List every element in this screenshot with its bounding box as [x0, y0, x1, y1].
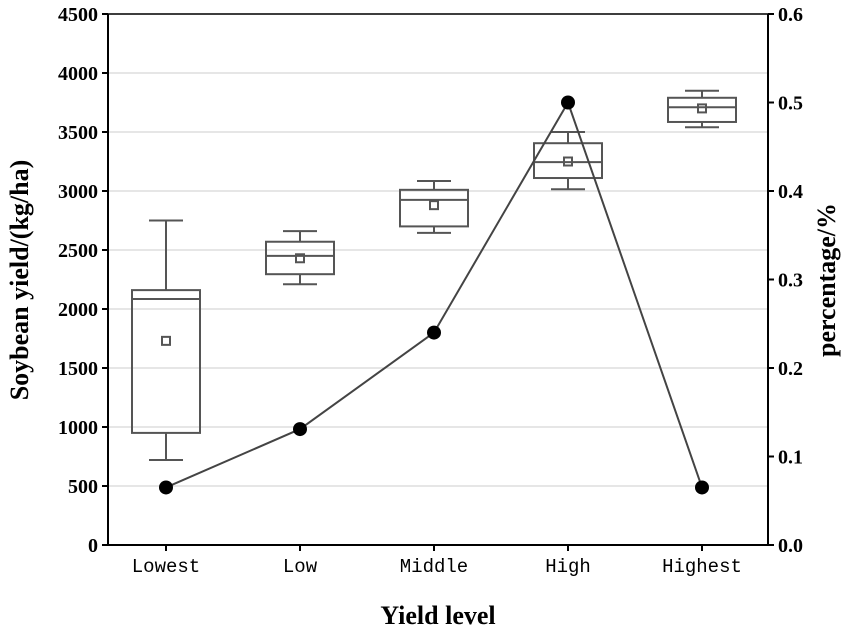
box-iqr: [265, 240, 335, 276]
x-tick-label: Highest: [662, 556, 742, 578]
y2-tick-label: 0.4: [778, 181, 803, 203]
mean-marker: [161, 335, 171, 346]
x-tick-label: Low: [283, 556, 318, 578]
gridlines: [108, 13, 768, 487]
box-plot-high: [533, 131, 603, 191]
y2-tick-label: 0.5: [778, 93, 803, 115]
mean-marker: [697, 103, 707, 114]
mean-marker: [429, 200, 439, 211]
percentage-point: [561, 95, 575, 110]
y2-tick-label: 0.3: [778, 270, 803, 292]
y-tick-label: 1000: [58, 417, 98, 439]
box-plot-lowest: [131, 219, 201, 462]
y-tick-label: 500: [68, 476, 98, 498]
y-tick-label: 0: [88, 535, 98, 557]
y-tick-label: 4000: [58, 63, 98, 85]
y2-axis-title: percentage/%: [812, 203, 841, 357]
y2-tick-label: 0.1: [778, 447, 803, 469]
y-tick-label: 3500: [58, 122, 98, 144]
percentage-line: [165, 100, 703, 489]
mean-marker: [563, 156, 573, 167]
y-tick-label: 4500: [58, 4, 98, 26]
y2-tick-label: 0.6: [778, 4, 803, 26]
box-iqr: [667, 96, 737, 123]
mean-marker: [295, 253, 305, 264]
y-axis-title: Soybean yield/(kg/ha): [5, 160, 34, 401]
y-tick-label: 2000: [58, 299, 98, 321]
box-iqr: [131, 289, 201, 434]
box-plots: [131, 89, 737, 462]
percentage-line-series: [159, 95, 709, 495]
y2-tick-label: 0.0: [778, 535, 803, 557]
y-tick-label: 3000: [58, 181, 98, 203]
x-tick-label: High: [545, 556, 591, 578]
x-tick-label: Middle: [400, 556, 468, 578]
box-plot-highest: [667, 89, 737, 129]
percentage-point: [293, 422, 307, 437]
axes: 0 500 1000 1500 2000 2500 3000 3500 4000 4500 0.0 0…: [58, 4, 803, 578]
y2-tick-label: 0.2: [778, 358, 803, 380]
x-tick-label: Lowest: [132, 556, 200, 578]
x-axis-title: Yield level: [380, 601, 495, 630]
box-plot-middle: [399, 179, 469, 234]
box-iqr: [399, 188, 469, 228]
percentage-point: [695, 480, 709, 495]
y-tick-label: 1500: [58, 358, 98, 380]
percentage-point: [159, 480, 173, 495]
percentage-point: [427, 325, 441, 340]
y-tick-label: 2500: [58, 240, 98, 262]
box-plot-low: [265, 230, 335, 286]
